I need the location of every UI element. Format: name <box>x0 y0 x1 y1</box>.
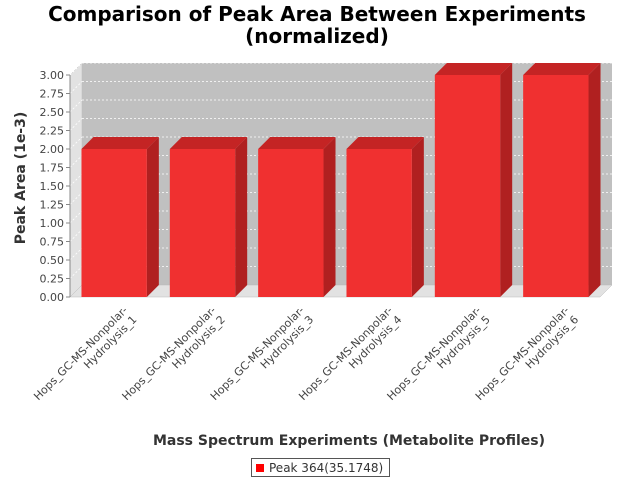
x-axis: Hops_GC-MS-Nonpolar-Hydrolysis_1Hops_GC-… <box>31 304 581 403</box>
bar-side <box>323 137 336 297</box>
grid-line-wall <box>69 155 83 168</box>
grid-line-wall <box>69 229 83 242</box>
grid-line-wall <box>69 210 83 224</box>
bar <box>523 63 601 297</box>
bar-side <box>411 137 424 297</box>
y-tick-label: 0.25 <box>40 273 65 286</box>
bar <box>258 137 336 297</box>
bar-front <box>346 149 412 297</box>
bar-side <box>500 63 513 297</box>
y-tick-label: 1.25 <box>40 199 65 212</box>
y-tick-label: 0.00 <box>40 291 65 304</box>
y-tick-label: 2.00 <box>40 143 65 156</box>
y-tick-label: 2.75 <box>40 88 65 101</box>
bar-front <box>523 75 589 297</box>
bar <box>169 137 248 297</box>
y-axis-label: Peak Area (1e-3) <box>13 112 29 245</box>
bar-side <box>146 137 159 297</box>
grid-line-wall <box>69 173 83 187</box>
chart-title-line-2: (normalized) <box>245 24 389 48</box>
legend: Peak 364(35.1748) <box>251 458 391 477</box>
bar-top <box>434 63 513 75</box>
bar-front <box>81 149 147 297</box>
legend-label: Peak 364(35.1748) <box>269 460 384 475</box>
grid-line-wall <box>69 81 83 94</box>
y-tick-label: 1.50 <box>40 180 65 193</box>
grid-line-wall <box>69 266 83 279</box>
y-tick-label: 1.75 <box>40 162 65 175</box>
grid-line-wall <box>69 99 83 113</box>
grid-line-wall <box>69 118 83 131</box>
y-tick-label: 3.00 <box>40 69 65 82</box>
bar-top <box>346 137 424 149</box>
bar-side <box>588 63 601 297</box>
chart-title-line-1: Comparison of Peak Area Between Experime… <box>48 2 586 26</box>
bar-front <box>169 149 236 297</box>
grid-line-wall <box>69 62 83 76</box>
y-tick-label: 1.00 <box>40 217 65 230</box>
legend-swatch <box>256 463 264 472</box>
bar-top <box>523 63 601 75</box>
bar-front <box>258 149 324 297</box>
bar-top <box>169 137 248 149</box>
y-tick-label: 2.50 <box>40 106 65 119</box>
bar-top <box>258 137 336 149</box>
grid-line-wall <box>69 192 83 205</box>
y-axis: 0.00 0.25 0.50 0.75 1.00 1.25 1.50 1.75 2.00 2.25… <box>40 69 71 304</box>
bar <box>81 137 159 297</box>
x-axis-label: Mass Spectrum Experiments (Metabolite Pr… <box>153 433 545 449</box>
grid-line-wall <box>69 136 83 150</box>
x-tick-label-line: Hops_GC-MS-Nonpolar- <box>31 304 130 403</box>
bar-top <box>81 137 159 149</box>
y-tick-label: 0.50 <box>40 254 65 267</box>
bar-front <box>434 75 501 297</box>
bar <box>434 63 513 297</box>
y-tick-label: 0.75 <box>40 236 65 249</box>
bar-side <box>235 137 248 297</box>
bar <box>346 137 424 297</box>
grid-line-wall <box>69 247 83 261</box>
bars <box>81 63 601 297</box>
y-tick-label: 2.25 <box>40 125 65 138</box>
